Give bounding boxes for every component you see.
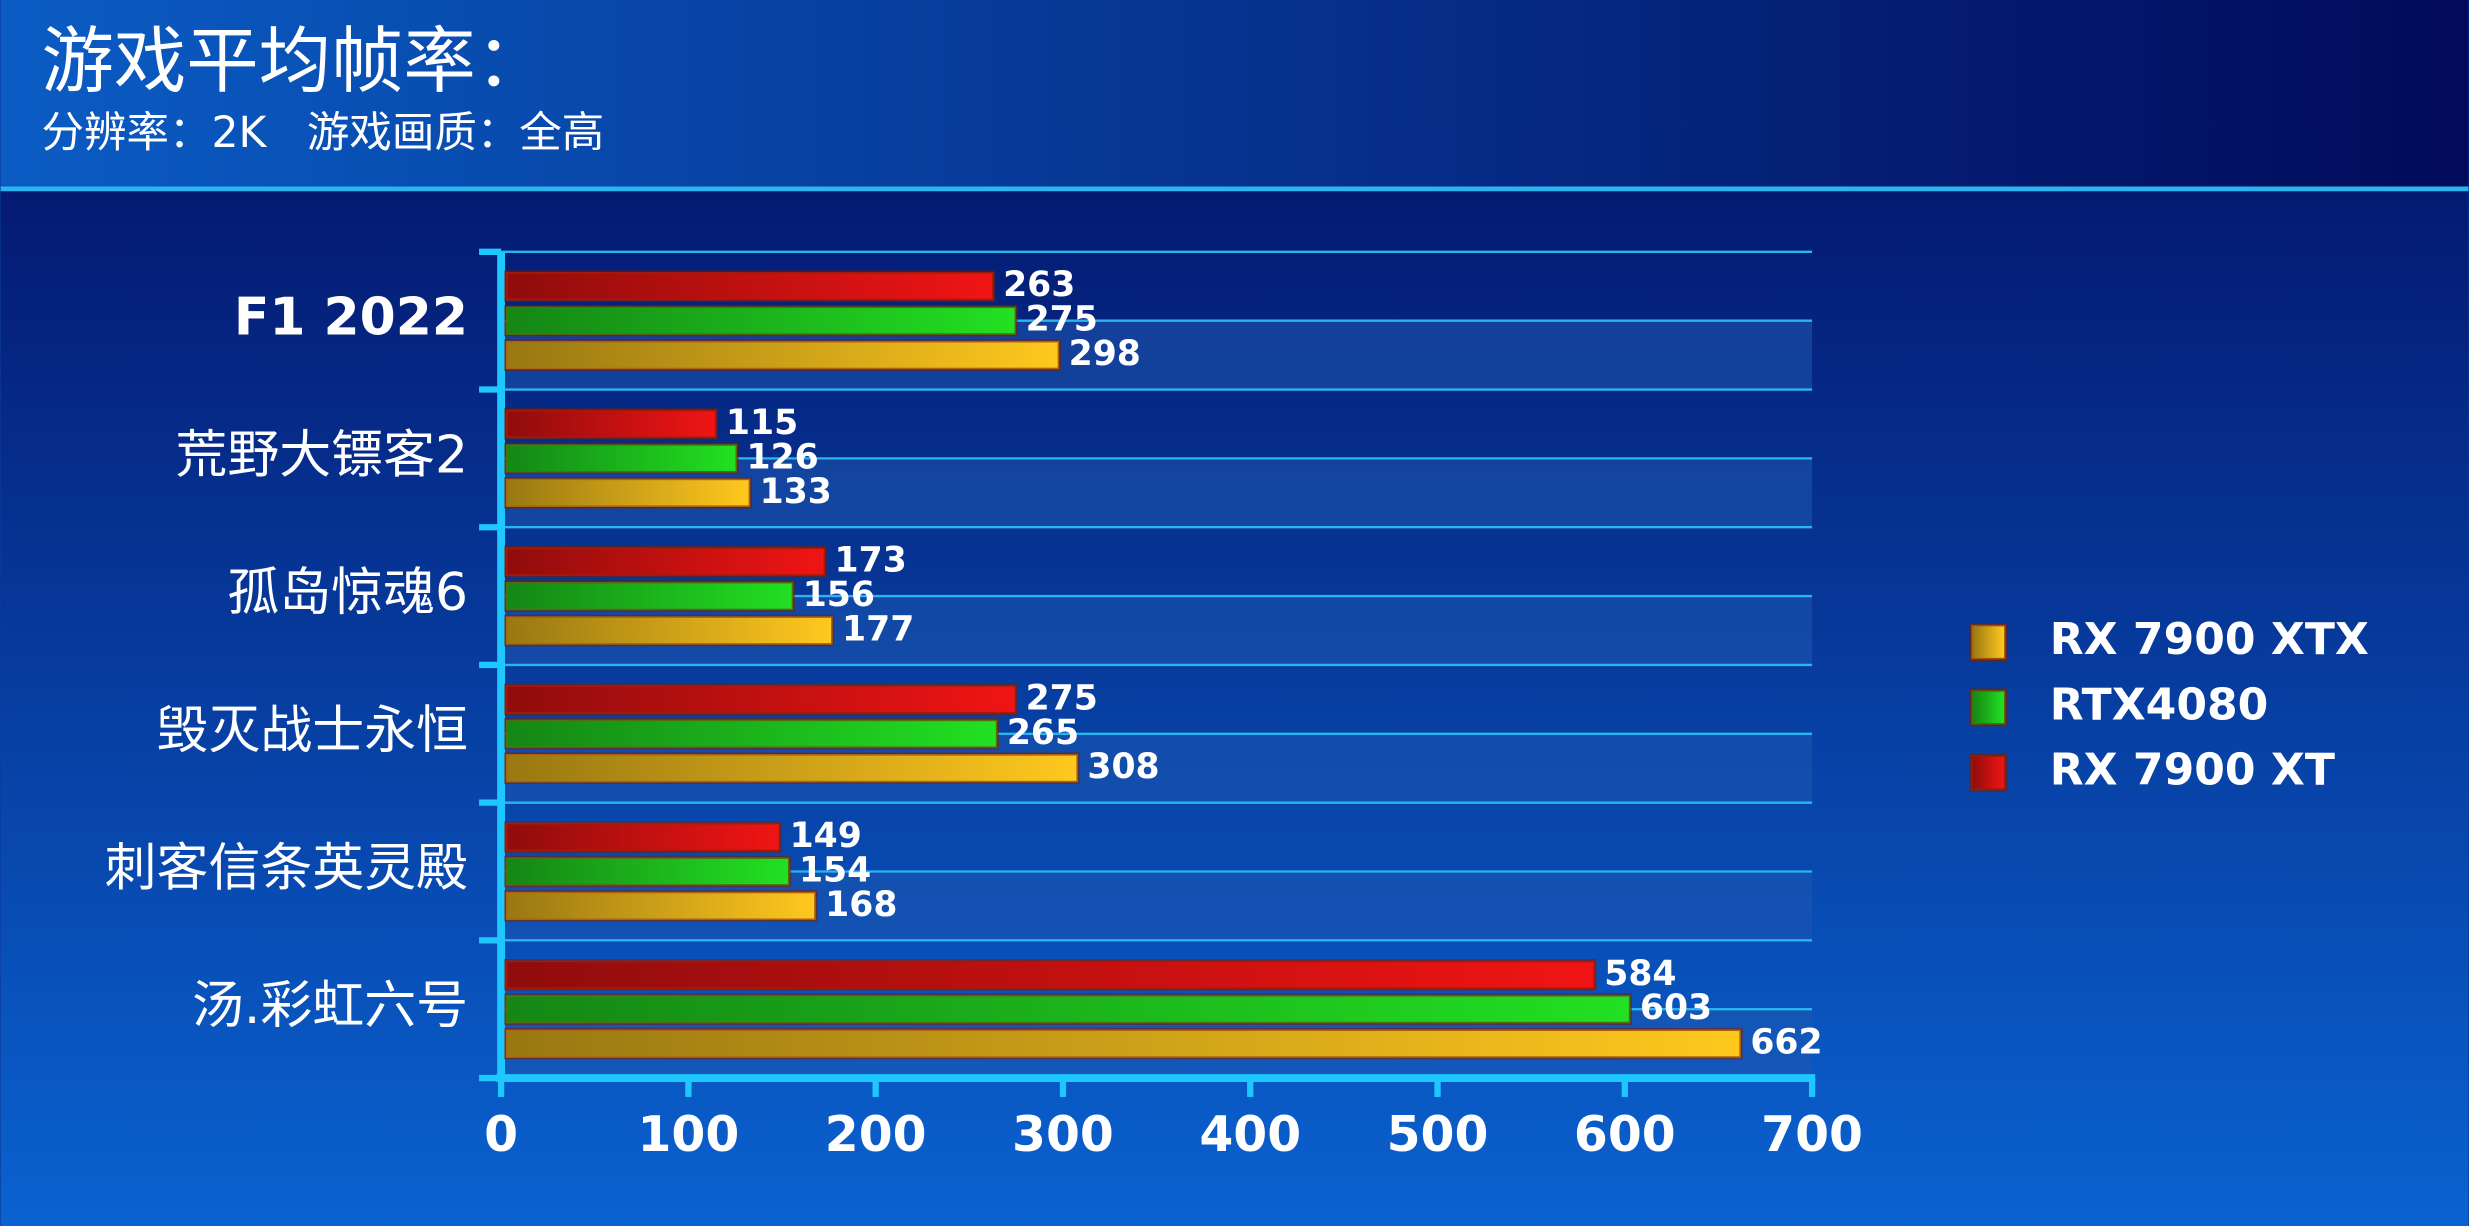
legend-shade: [1972, 626, 2005, 658]
category-label: 刺客信条英灵殿: [105, 838, 468, 898]
legend-shade: [1972, 757, 2005, 789]
bar-shade: [507, 617, 832, 644]
value-label: 115: [726, 403, 798, 443]
chart-subtitle: 分辨率：2K 游戏画质：全高: [42, 109, 605, 158]
bar-shade: [507, 583, 792, 609]
bar-shade: [507, 824, 779, 850]
value-label: 275: [1026, 678, 1098, 718]
legend-label: RX 7900 XT: [2050, 745, 2335, 796]
x-tick-label: 400: [1199, 1106, 1301, 1163]
category-label: 毁灭战士永恒: [157, 701, 469, 761]
x-tick-label: 200: [825, 1106, 927, 1163]
category-label: F1 2022: [234, 288, 468, 348]
value-label: 173: [835, 541, 907, 581]
x-tick-label: 500: [1387, 1106, 1489, 1163]
category-label: 汤.彩虹六号: [192, 976, 468, 1036]
value-label: 133: [760, 472, 832, 512]
value-label: 126: [747, 437, 819, 477]
value-label: 308: [1087, 747, 1159, 787]
value-label: 168: [825, 885, 897, 925]
bar-shade: [507, 858, 788, 885]
value-label: 263: [1003, 265, 1075, 305]
value-label: 603: [1640, 988, 1712, 1028]
category-label: 荒野大镖客2: [175, 425, 468, 485]
value-label: 156: [803, 575, 875, 615]
value-label: 265: [1007, 713, 1079, 753]
value-label: 275: [1026, 300, 1098, 340]
bar-shade: [507, 962, 1594, 988]
bar-shade: [507, 721, 996, 747]
x-tick-label: 100: [637, 1106, 739, 1163]
bar-shade: [507, 480, 749, 506]
category-label: 孤岛惊魂6: [227, 563, 468, 623]
x-tick-label: 700: [1761, 1106, 1863, 1163]
bar-shade: [507, 893, 815, 919]
value-label: 584: [1604, 954, 1676, 994]
legend-shade: [1972, 691, 2005, 724]
bar-shade: [507, 308, 1015, 334]
bar-shade: [507, 342, 1058, 368]
x-tick-label: 0: [484, 1106, 518, 1163]
bar-shade: [507, 273, 993, 299]
value-label: 662: [1750, 1023, 1822, 1063]
legend-label: RX 7900 XTX: [2050, 614, 2369, 665]
bar-shade: [507, 686, 1015, 712]
x-tick-label: 600: [1574, 1106, 1676, 1163]
value-label: 177: [842, 610, 914, 650]
bar-shade: [507, 549, 824, 575]
value-label: 298: [1069, 334, 1141, 374]
bar-shade: [507, 445, 736, 471]
value-label: 149: [790, 816, 862, 856]
bar-shade: [507, 411, 715, 437]
legend-label: RTX4080: [2050, 679, 2269, 730]
header-bg: [0, 0, 2469, 189]
bar-shade: [507, 996, 1629, 1022]
value-label: 154: [799, 850, 871, 890]
bar-shade: [507, 755, 1077, 781]
bar-shade: [507, 1031, 1740, 1057]
chart-title: 游戏平均帧率：: [42, 20, 549, 104]
x-tick-label: 300: [1012, 1106, 1114, 1163]
